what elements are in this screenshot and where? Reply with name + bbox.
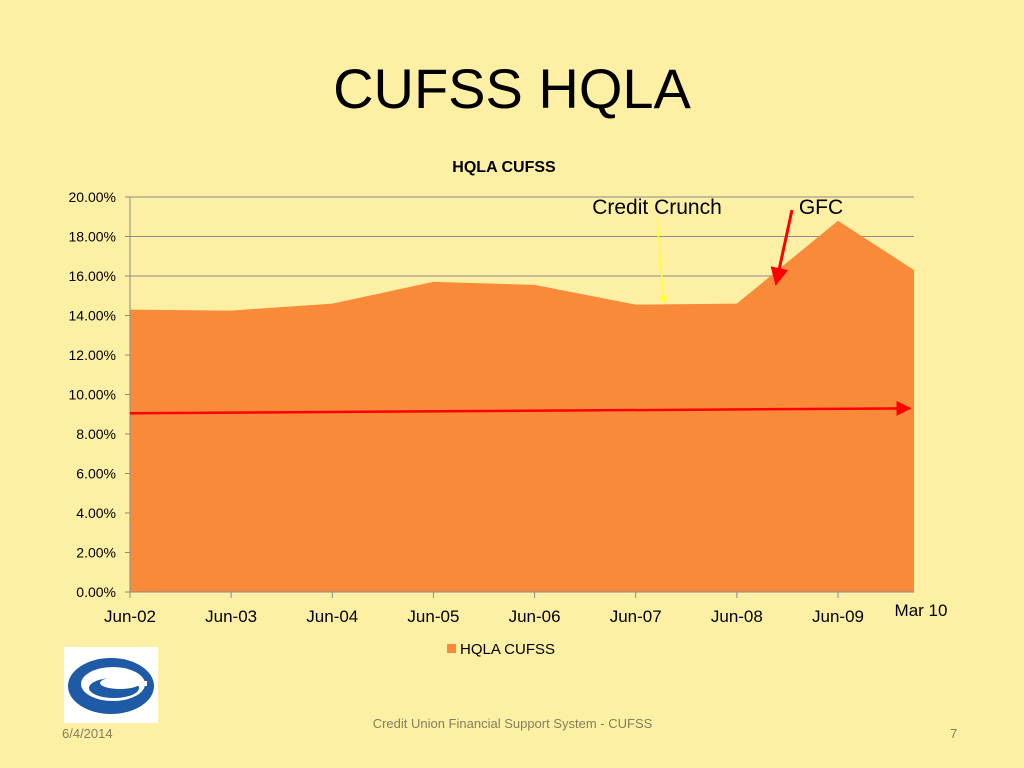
credit-crunch-arrow bbox=[656, 217, 668, 305]
annotation-gfc: GFC bbox=[799, 196, 843, 219]
legend: HQLA CUFSS bbox=[447, 641, 555, 658]
footer-text: Credit Union Financial Support System - … bbox=[372, 716, 653, 731]
y-tick-label: 14.00% bbox=[69, 308, 116, 324]
y-tick-label: 20.00% bbox=[69, 189, 116, 205]
annotation-credit-crunch: Credit Crunch bbox=[592, 196, 722, 219]
y-tick-label: 8.00% bbox=[76, 426, 116, 442]
y-axis-ticks: 0.00% 2.00% 4.00% 6.00% 8.00% 10.00% 12.00% 14.… bbox=[69, 189, 130, 600]
x-tick-label-extra: Mar 10 bbox=[895, 601, 948, 620]
x-tick-label: Jun-09 bbox=[812, 607, 864, 626]
cufss-logo-icon bbox=[68, 658, 154, 714]
area-series-layer bbox=[130, 220, 914, 592]
x-tick-label: Jun-06 bbox=[509, 607, 561, 626]
y-tick-label: 4.00% bbox=[76, 505, 116, 521]
x-axis-ticks: Jun-02 Jun-03 Jun-04 Jun-05 Jun-06 Jun-07 Jun-… bbox=[104, 592, 947, 626]
y-tick-label: 6.00% bbox=[76, 466, 116, 482]
x-tick-label: Jun-03 bbox=[205, 607, 257, 626]
y-tick-label: 16.00% bbox=[69, 268, 116, 284]
gfc-arrow bbox=[770, 209, 794, 286]
x-tick-label: Jun-02 bbox=[104, 607, 156, 626]
cufss-logo bbox=[64, 647, 158, 723]
y-tick-label: 2.00% bbox=[76, 545, 116, 561]
slide-title: CUFSS HQLA bbox=[333, 57, 691, 120]
legend-swatch bbox=[447, 644, 456, 653]
y-tick-label: 0.00% bbox=[76, 584, 116, 600]
hqla-chart: HQLA CUFSS 0.00% 2.00% 4.00% 6.00% 8.00% 10.0… bbox=[69, 159, 948, 658]
legend-label: HQLA CUFSS bbox=[460, 641, 555, 658]
y-tick-label: 10.00% bbox=[69, 387, 116, 403]
page-number: 7 bbox=[950, 726, 958, 741]
y-tick-label: 18.00% bbox=[69, 229, 116, 245]
y-tick-label: 12.00% bbox=[69, 347, 116, 363]
x-tick-label: Jun-05 bbox=[407, 607, 459, 626]
footer-date: 6/4/2014 bbox=[62, 726, 113, 741]
x-tick-label: Jun-07 bbox=[610, 607, 662, 626]
x-tick-label: Jun-04 bbox=[306, 607, 358, 626]
x-tick-label: Jun-08 bbox=[711, 607, 763, 626]
annotations: Credit Crunch GFC bbox=[129, 196, 912, 416]
area-series bbox=[130, 220, 914, 592]
chart-title: HQLA CUFSS bbox=[452, 159, 556, 176]
reference-arrow-line bbox=[129, 400, 912, 416]
